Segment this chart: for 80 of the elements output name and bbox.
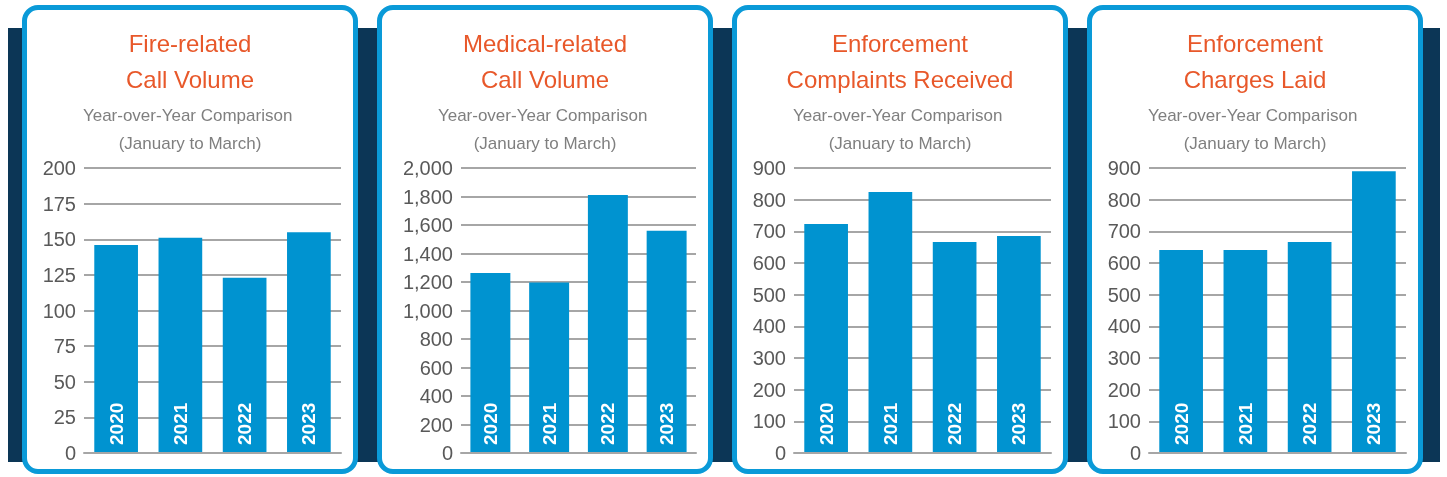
y-tick-label: 100	[1107, 410, 1141, 433]
y-tick-label: 600	[1107, 252, 1141, 274]
bar	[470, 273, 511, 453]
y-tick-label: 600	[752, 252, 786, 274]
bar	[1223, 250, 1268, 453]
x-tick-label: 2021	[169, 402, 191, 445]
x-tick-label: 2022	[944, 402, 966, 445]
y-tick-label: 800	[419, 328, 453, 350]
x-tick-label: 2021	[879, 402, 901, 445]
y-tick-label: 0	[774, 442, 786, 464]
bar	[158, 237, 203, 453]
bar	[932, 242, 977, 453]
bar	[646, 230, 687, 453]
y-tick-label: 150	[42, 228, 76, 251]
bar	[287, 232, 331, 453]
chart-title: Enforcement Charges Laid	[1183, 29, 1327, 93]
bar	[587, 194, 628, 453]
bar	[997, 236, 1041, 453]
x-tick-label: 2022	[597, 402, 619, 445]
y-tick-label: 400	[752, 315, 786, 338]
y-tick-label: 900	[752, 157, 786, 179]
x-tick-label: 2023	[298, 402, 320, 445]
chart-title: Medical-related Call Volume	[462, 29, 628, 93]
y-tick-label: 25	[53, 406, 76, 429]
y-tick-label: 600	[419, 356, 453, 379]
y-tick-label: 500	[752, 283, 786, 306]
y-tick-label: 1,400	[402, 242, 453, 265]
chart-title: Fire-related Call Volume	[125, 29, 255, 93]
x-tick-label: 2023	[1008, 402, 1030, 445]
bar	[804, 224, 848, 453]
y-tick-label: 400	[1107, 315, 1141, 338]
y-tick-label: 125	[42, 263, 76, 286]
y-tick-label: 2,000	[402, 157, 453, 179]
y-tick-label: 1,200	[402, 271, 453, 293]
y-tick-label: 100	[42, 299, 76, 322]
y-tick-label: 200	[1107, 378, 1141, 401]
y-tick-label: 1,800	[402, 185, 453, 208]
y-tick-label: 300	[752, 347, 786, 369]
y-tick-label: 200	[42, 157, 76, 179]
bar	[868, 192, 913, 453]
y-tick-label: 800	[1107, 188, 1141, 211]
y-tick-label: 0	[1129, 442, 1141, 464]
y-tick-label: 700	[752, 220, 786, 243]
x-tick-label: 2021	[1234, 402, 1256, 445]
bar	[1287, 242, 1332, 453]
x-tick-label: 2023	[1363, 402, 1385, 445]
bar	[1159, 250, 1203, 453]
y-tick-label: 50	[53, 370, 76, 393]
bar	[529, 282, 570, 453]
y-tick-label: 75	[53, 335, 76, 358]
x-tick-label: 2020	[105, 402, 127, 445]
x-tick-label: 2021	[538, 402, 560, 445]
y-tick-label: 800	[752, 188, 786, 211]
y-tick-label: 100	[752, 410, 786, 433]
y-tick-label: 0	[441, 442, 453, 464]
y-tick-label: 300	[1107, 347, 1141, 369]
chart-subtitle: Year-over-Year Comparison (January to March)	[1147, 105, 1363, 153]
y-tick-label: 900	[1107, 157, 1141, 179]
y-tick-label: 500	[1107, 283, 1141, 306]
x-tick-label: 2020	[479, 402, 501, 445]
y-tick-label: 0	[64, 442, 76, 464]
bar	[222, 277, 267, 453]
x-tick-label: 2022	[1299, 402, 1321, 445]
y-tick-label: 1,600	[402, 214, 453, 236]
x-tick-label: 2020	[815, 402, 837, 445]
y-tick-label: 175	[42, 192, 76, 215]
bar	[94, 244, 138, 453]
x-tick-label: 2020	[1170, 402, 1192, 445]
chart-subtitle: Year-over-Year Comparison (January to March)	[437, 105, 653, 153]
y-tick-label: 700	[1107, 220, 1141, 243]
y-tick-label: 400	[419, 385, 453, 407]
y-tick-label: 1,000	[402, 299, 453, 322]
bar	[1352, 171, 1396, 453]
y-tick-label: 200	[419, 413, 453, 436]
x-tick-label: 2022	[234, 402, 256, 445]
y-tick-label: 200	[752, 378, 786, 401]
x-tick-label: 2023	[656, 402, 678, 445]
chart-title: Enforcement Complaints Received	[786, 29, 1014, 93]
chart-subtitle: Year-over-Year Comparison (January to March)	[792, 105, 1008, 153]
chart-subtitle: Year-over-Year Comparison (January to March)	[82, 105, 298, 153]
